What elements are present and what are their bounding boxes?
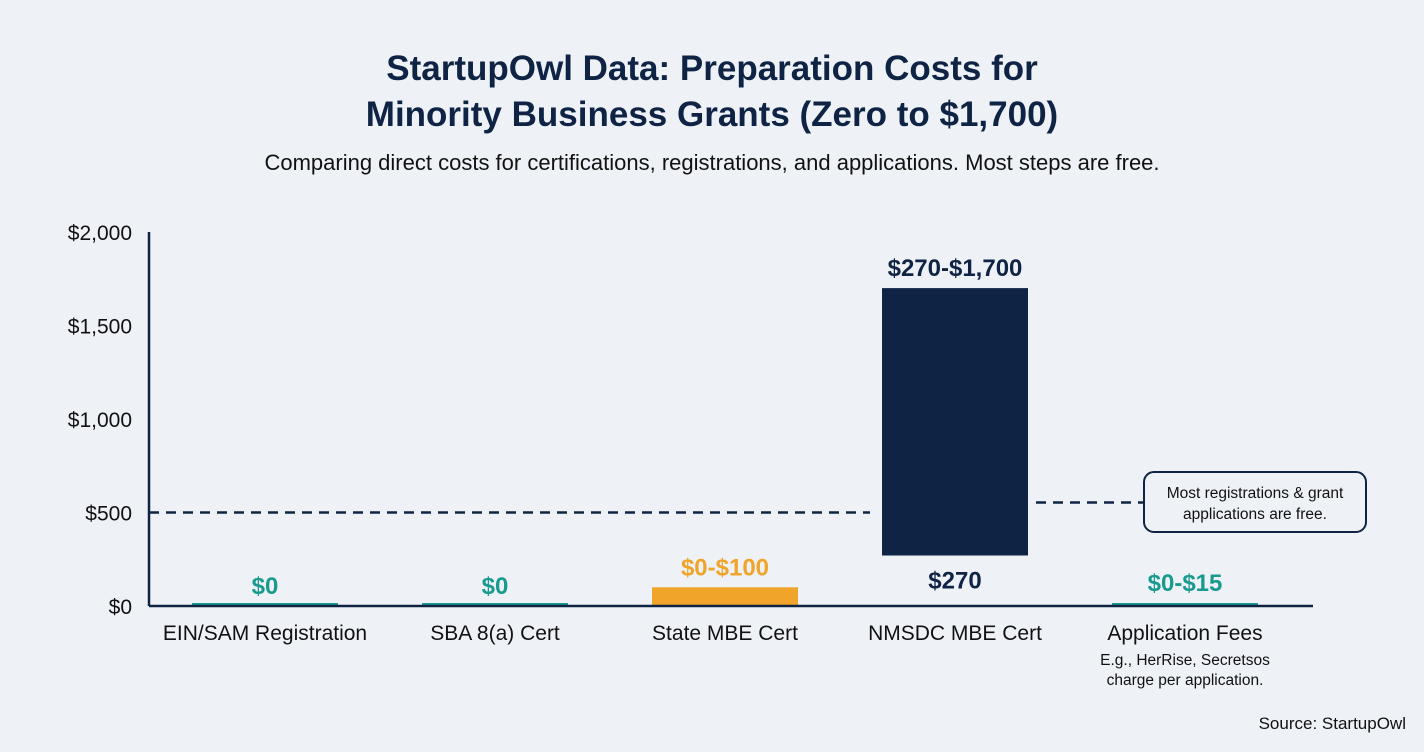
bar-value-label: $0: [482, 573, 509, 600]
category-note: E.g., HerRise, Secretsos: [1100, 652, 1270, 669]
y-tick-label: $500: [85, 503, 132, 526]
y-tick-label: $0: [109, 596, 132, 619]
bar-value-label: $270-$1,700: [888, 255, 1023, 282]
annotation-box: [1143, 471, 1367, 533]
annotation-text: Most registrations & grant: [1167, 485, 1344, 502]
category-note: charge per application.: [1107, 672, 1264, 689]
bar-3: [882, 288, 1028, 556]
x-tick-label: NMSDC MBE Cert: [868, 622, 1042, 645]
x-tick-label: Application Fees: [1107, 622, 1262, 645]
x-tick-label: EIN/SAM Registration: [163, 622, 367, 645]
source-note: Source: StartupOwl: [1258, 714, 1406, 733]
bar-value-label: $0-$15: [1148, 570, 1223, 597]
y-tick-label: $1,000: [68, 409, 132, 432]
bar-4: [1112, 603, 1258, 606]
x-tick-label: State MBE Cert: [652, 622, 798, 645]
annotation-text: applications are free.: [1183, 506, 1327, 523]
chart-subtitle: Comparing direct costs for certification…: [264, 150, 1160, 175]
bar-2: [652, 587, 798, 606]
x-tick-label: SBA 8(a) Cert: [430, 622, 560, 645]
bar-value-label: $0: [252, 573, 279, 600]
y-tick-label: $1,500: [68, 316, 132, 339]
bar-value-label: $0-$100: [681, 554, 769, 581]
chart-title: StartupOwl Data: Preparation Costs for M…: [0, 46, 1424, 138]
bar-0: [192, 603, 338, 606]
y-tick-label: $2,000: [68, 222, 132, 245]
title-line-1: StartupOwl Data: Preparation Costs for: [386, 49, 1038, 88]
bar-low-label: $270: [928, 568, 981, 595]
title-line-2: Minority Business Grants (Zero to $1,700…: [365, 95, 1059, 134]
bar-1: [422, 603, 568, 606]
